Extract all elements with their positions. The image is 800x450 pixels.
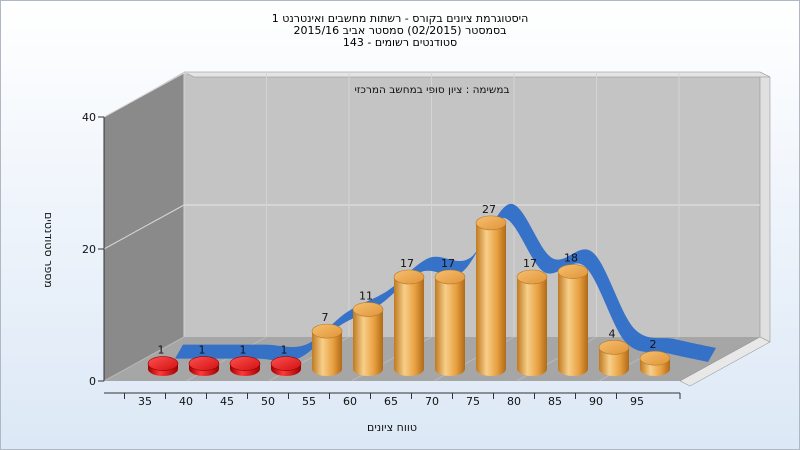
x-tick-label: 55 — [302, 395, 316, 408]
bar-top — [188, 356, 220, 371]
bar-top — [598, 340, 630, 355]
distribution-ribbon — [175, 203, 716, 362]
bar-body — [435, 276, 465, 376]
bar-35 — [147, 356, 179, 376]
x-tick-label: 40 — [179, 395, 193, 408]
bar-top — [270, 356, 302, 371]
chart-title-line-3: 143 - סטודנטים רשומים — [342, 36, 458, 49]
bar-body — [394, 276, 424, 376]
y-tick-label: 20 — [82, 243, 96, 256]
bar-body — [517, 276, 547, 376]
gridline-left — [103, 72, 185, 118]
bar-75 — [475, 215, 507, 376]
bar-top — [147, 356, 179, 371]
bar-top — [639, 350, 671, 366]
bar-65 — [393, 269, 425, 376]
bar-95 — [639, 350, 671, 376]
gridline-left — [103, 204, 185, 250]
bar-top — [434, 269, 466, 285]
data-label-65: 17 — [400, 257, 414, 270]
y-tick-label: 40 — [82, 111, 96, 124]
data-label-50: 1 — [281, 344, 288, 357]
data-label-80: 17 — [523, 257, 537, 270]
chart-subtitle: במשימה : ציון סופי במחשב המרכזי — [354, 84, 509, 96]
x-tick-label: 95 — [630, 395, 644, 408]
data-label-70: 17 — [441, 257, 455, 270]
x-tick-label: 45 — [220, 395, 234, 408]
bar-top — [352, 302, 384, 317]
data-label-35: 1 — [158, 344, 165, 357]
bar-40 — [188, 356, 220, 376]
bar-body — [312, 331, 342, 376]
x-axis-label: טווח ציונים — [367, 421, 417, 434]
data-label-75: 27 — [482, 203, 496, 216]
bar-85 — [557, 264, 589, 376]
bar-body — [353, 309, 383, 376]
chart-title-line-1: היסטוגרמת ציונים בקורס - רשתות מחשבים וא… — [271, 12, 529, 25]
x-tick-label: 60 — [343, 395, 357, 408]
distribution-curve-layer — [175, 203, 716, 362]
bar-50 — [270, 356, 302, 376]
bar-90 — [598, 340, 630, 376]
data-label-90: 4 — [609, 327, 616, 340]
bar-80 — [516, 269, 548, 376]
bar-body — [558, 271, 588, 376]
data-label-85: 18 — [564, 252, 578, 265]
bar-70 — [434, 269, 466, 376]
data-label-55: 7 — [322, 311, 329, 324]
x-tick-label: 70 — [425, 395, 439, 408]
axes: 0 20 40 35 40 45 50 55 60 65 70 75 80 85 90 95 — [82, 111, 681, 408]
bars — [147, 215, 671, 376]
bar-60 — [352, 302, 384, 376]
bar-body — [599, 347, 629, 376]
data-label-40: 1 — [199, 344, 206, 357]
right-slab — [759, 71, 771, 343]
x-tick-label: 85 — [548, 395, 562, 408]
data-label-45: 1 — [240, 344, 247, 357]
bar-top — [311, 323, 343, 339]
gridline-floor — [103, 336, 185, 382]
x-tick-label: 50 — [261, 395, 275, 408]
data-label-60: 11 — [359, 289, 373, 302]
x-tick-label: 90 — [589, 395, 603, 408]
bar-55 — [311, 323, 343, 376]
bar-top — [475, 215, 507, 231]
bar-top — [516, 269, 548, 285]
bottom-slab — [679, 336, 771, 387]
bar-top — [557, 264, 589, 279]
chart-title-line-2: בסמסטר (02/2015) סמסטר אביב 2015/16 — [293, 24, 507, 37]
bar-body — [476, 222, 506, 376]
x-tick-label: 65 — [384, 395, 398, 408]
bar-top — [229, 356, 261, 371]
bar-top — [393, 269, 425, 285]
data-label-95: 2 — [650, 338, 657, 351]
bar-45 — [229, 356, 261, 376]
x-tick-label: 75 — [466, 395, 480, 408]
y-axis-label: מספר סטודנטים — [42, 212, 55, 288]
x-tick-label: 80 — [507, 395, 521, 408]
y-tick-label: 0 — [89, 375, 96, 388]
x-tick-label: 35 — [138, 395, 152, 408]
